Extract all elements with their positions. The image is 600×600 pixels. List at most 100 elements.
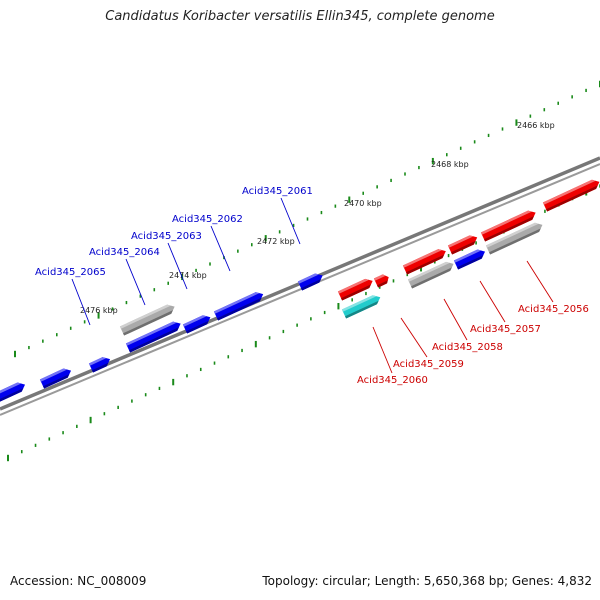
- gene-label-bottom: Acid345_2056: [518, 304, 589, 315]
- gene-grey-highlight: [485, 222, 539, 248]
- gene-blue-highlight: [297, 273, 319, 284]
- gene-blue-body: [297, 273, 323, 291]
- gene-label-top: Acid345_2061: [242, 186, 313, 197]
- gene-red-body: [447, 235, 478, 255]
- gene-blue-body: [182, 315, 211, 334]
- scale-label: 2472 kbp: [257, 237, 295, 246]
- gene-grey-body: [119, 304, 175, 336]
- gene-red-shadow: [484, 216, 534, 242]
- gene-red-shadow: [406, 254, 445, 275]
- gene-red-shadow: [546, 185, 598, 212]
- gene-blue-highlight: [39, 368, 68, 382]
- gene-blue-shadow: [186, 320, 209, 334]
- gene-red-highlight: [447, 235, 474, 248]
- gene-cyan-body: [341, 295, 381, 319]
- scale-label: 2466 kbp: [517, 121, 555, 130]
- map-title: Candidatus Koribacter versatilis Ellin34…: [105, 9, 495, 24]
- gene-red-highlight: [480, 210, 532, 235]
- gene-cyan-highlight: [341, 295, 377, 312]
- scale-label: 2468 kbp: [431, 160, 469, 169]
- gene-blue-shadow: [457, 255, 484, 270]
- genome-summary: Topology: circular; Length: 5,650,368 bp…: [262, 574, 592, 588]
- gene-red-body: [542, 179, 600, 212]
- gene-blue-highlight: [0, 382, 22, 394]
- gene-grey: [119, 304, 175, 336]
- gene-blue: [453, 249, 486, 270]
- gene-red: [337, 278, 373, 301]
- gene-blue-body: [213, 292, 264, 321]
- gene-blue-body: [39, 368, 72, 389]
- gene-blue-shadow: [301, 279, 322, 291]
- gene-blue: [39, 368, 72, 389]
- gene-blue: [125, 321, 181, 353]
- gene-label-bottom: Acid345_2060: [357, 375, 428, 386]
- gene-red-shadow: [377, 280, 388, 288]
- gene-cyan: [341, 295, 381, 319]
- gene-grey-body: [407, 261, 454, 289]
- gene-grey-highlight: [407, 261, 450, 282]
- gene-blue-body: [88, 357, 111, 373]
- gene-label-bottom: Acid345_2058: [432, 342, 503, 353]
- gene-grey-shadow: [411, 267, 452, 289]
- gene-blue: [213, 292, 264, 321]
- scale-label: 2474 kbp: [169, 271, 207, 280]
- gene-blue-shadow: [92, 362, 109, 373]
- gene-blue: [88, 357, 111, 373]
- gene-red-highlight: [337, 278, 369, 294]
- gene-label-bottom: Acid345_2059: [393, 359, 464, 370]
- gene-blue: [182, 315, 211, 334]
- gene-label-leader: [443, 298, 468, 341]
- gene-label-leader: [210, 225, 231, 272]
- gene-red: [447, 235, 478, 255]
- gene-red-body: [402, 249, 446, 275]
- gene-blue-shadow: [43, 374, 70, 389]
- gene-grey-body: [485, 222, 543, 255]
- gene-label-leader: [71, 278, 91, 326]
- gene-label-leader: [280, 197, 301, 245]
- gene-red-body: [480, 210, 536, 242]
- gene-label-top: Acid345_2065: [35, 267, 106, 278]
- accession-label: Accession: NC_008009: [10, 574, 147, 588]
- gene-red-body: [337, 278, 373, 301]
- gene-label-leader: [400, 317, 428, 358]
- gene-label-leader: [372, 326, 393, 374]
- gene-grey-shadow: [489, 228, 541, 255]
- gene-red-highlight: [542, 179, 596, 205]
- gene-red: [373, 274, 389, 288]
- gene-grey-shadow: [123, 310, 173, 336]
- gene-blue-highlight: [182, 315, 207, 327]
- gene-label-leader: [479, 280, 506, 323]
- gene-blue-shadow: [129, 327, 179, 353]
- gene-grey-highlight: [119, 304, 171, 329]
- gene-red-highlight: [373, 274, 386, 281]
- gene-cyan-shadow: [345, 300, 379, 319]
- gene-label-leader: [167, 242, 188, 290]
- gene-blue-highlight: [453, 249, 482, 263]
- gene-blue: [0, 382, 26, 402]
- gene-red: [542, 179, 600, 212]
- gene-label-bottom: Acid345_2057: [470, 324, 541, 335]
- gene-blue-highlight: [125, 321, 177, 346]
- gene-blue-body: [453, 249, 486, 270]
- genome-backbone-inner: [0, 163, 600, 416]
- scale-label: 2476 kbp: [80, 306, 118, 315]
- gene-blue-highlight: [88, 357, 107, 366]
- gene-label-leader: [125, 258, 146, 306]
- gene-label-leader: [526, 260, 554, 303]
- gene-blue-shadow: [217, 297, 262, 321]
- gene-grey: [485, 222, 543, 255]
- gene-blue-body: [125, 321, 181, 353]
- gene-label-top: Acid345_2064: [89, 247, 160, 258]
- gene-red: [402, 249, 446, 275]
- gene-label-top: Acid345_2063: [131, 231, 202, 242]
- gene-blue-shadow: [0, 388, 24, 402]
- gene-grey: [407, 261, 454, 289]
- gene-label-top: Acid345_2062: [172, 214, 243, 225]
- gene-red-shadow: [451, 240, 476, 255]
- gene-blue: [297, 273, 323, 291]
- gene-red-highlight: [402, 249, 443, 268]
- gene-red: [480, 210, 536, 242]
- scale-label: 2470 kbp: [344, 199, 382, 208]
- gene-blue-highlight: [213, 292, 260, 314]
